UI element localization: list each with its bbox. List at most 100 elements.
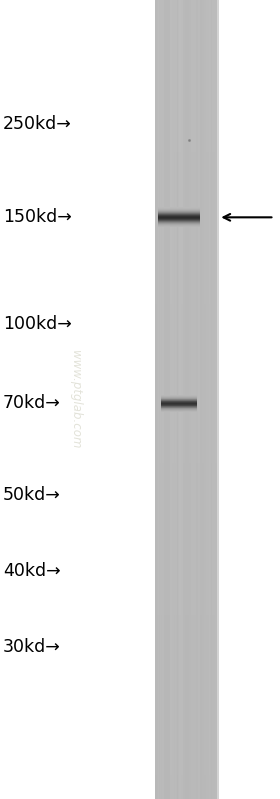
Bar: [155, 392, 217, 400]
Bar: [155, 559, 217, 567]
Bar: [155, 455, 217, 463]
Bar: [155, 591, 217, 599]
Bar: [155, 631, 217, 639]
Bar: [213, 0, 214, 799]
Text: www.ptglab.com: www.ptglab.com: [69, 350, 82, 449]
Bar: [155, 695, 217, 703]
Bar: [183, 0, 185, 799]
Bar: [155, 296, 217, 304]
Bar: [155, 160, 217, 168]
Bar: [155, 368, 217, 376]
Bar: [198, 0, 200, 799]
Bar: [155, 128, 217, 136]
Bar: [155, 280, 217, 288]
Bar: [155, 96, 217, 104]
Bar: [168, 0, 170, 799]
Bar: [155, 0, 157, 799]
Bar: [155, 743, 217, 751]
Bar: [155, 288, 217, 296]
Bar: [155, 783, 217, 791]
Bar: [155, 711, 217, 719]
Bar: [177, 0, 178, 799]
Bar: [155, 447, 217, 455]
Bar: [155, 751, 217, 759]
Bar: [215, 0, 217, 799]
Bar: [155, 136, 217, 144]
Bar: [166, 0, 168, 799]
Bar: [155, 503, 217, 511]
Bar: [155, 583, 217, 591]
Bar: [155, 471, 217, 479]
Bar: [155, 32, 217, 40]
Bar: [155, 679, 217, 687]
Bar: [155, 735, 217, 743]
Bar: [155, 727, 217, 735]
Bar: [155, 687, 217, 695]
Bar: [155, 48, 217, 56]
Bar: [155, 423, 217, 431]
Bar: [155, 599, 217, 607]
Bar: [155, 663, 217, 671]
Bar: [155, 240, 217, 248]
Bar: [158, 0, 159, 799]
Bar: [155, 344, 217, 352]
Bar: [204, 0, 206, 799]
Bar: [155, 144, 217, 152]
Bar: [181, 0, 183, 799]
Bar: [155, 527, 217, 535]
Bar: [155, 719, 217, 727]
Bar: [155, 543, 217, 551]
Bar: [155, 415, 217, 423]
Bar: [155, 336, 217, 344]
Bar: [202, 0, 204, 799]
Text: 30kd→: 30kd→: [3, 638, 60, 656]
Bar: [155, 775, 217, 783]
Bar: [155, 224, 217, 232]
Bar: [155, 487, 217, 495]
Bar: [194, 0, 195, 799]
Text: 40kd→: 40kd→: [3, 562, 60, 580]
Text: 70kd→: 70kd→: [3, 395, 60, 412]
Bar: [155, 767, 217, 775]
Bar: [155, 232, 217, 240]
Bar: [155, 639, 217, 647]
Bar: [155, 495, 217, 503]
Bar: [200, 0, 202, 799]
Bar: [155, 304, 217, 312]
Bar: [155, 216, 217, 224]
Bar: [155, 272, 217, 280]
Text: 100kd→: 100kd→: [3, 315, 72, 332]
Bar: [172, 0, 174, 799]
Bar: [217, 0, 219, 799]
Bar: [155, 407, 217, 415]
Bar: [164, 0, 166, 799]
Bar: [155, 360, 217, 368]
Bar: [211, 0, 213, 799]
Bar: [155, 112, 217, 120]
Bar: [155, 703, 217, 711]
Bar: [155, 24, 217, 32]
Text: 50kd→: 50kd→: [3, 487, 60, 504]
Bar: [187, 0, 189, 799]
Bar: [155, 88, 217, 96]
Bar: [160, 0, 162, 799]
Bar: [155, 80, 217, 88]
Bar: [155, 104, 217, 112]
Bar: [192, 0, 193, 799]
Bar: [155, 519, 217, 527]
Bar: [155, 8, 217, 16]
Bar: [155, 200, 217, 208]
Bar: [155, 647, 217, 655]
Bar: [155, 791, 217, 799]
Bar: [179, 0, 181, 799]
Bar: [155, 264, 217, 272]
Bar: [155, 248, 217, 256]
Text: 250kd→: 250kd→: [3, 115, 72, 133]
Bar: [189, 0, 191, 799]
Bar: [155, 352, 217, 360]
Bar: [155, 400, 217, 407]
Bar: [155, 575, 217, 583]
Bar: [155, 615, 217, 623]
Bar: [155, 312, 217, 320]
Bar: [155, 72, 217, 80]
